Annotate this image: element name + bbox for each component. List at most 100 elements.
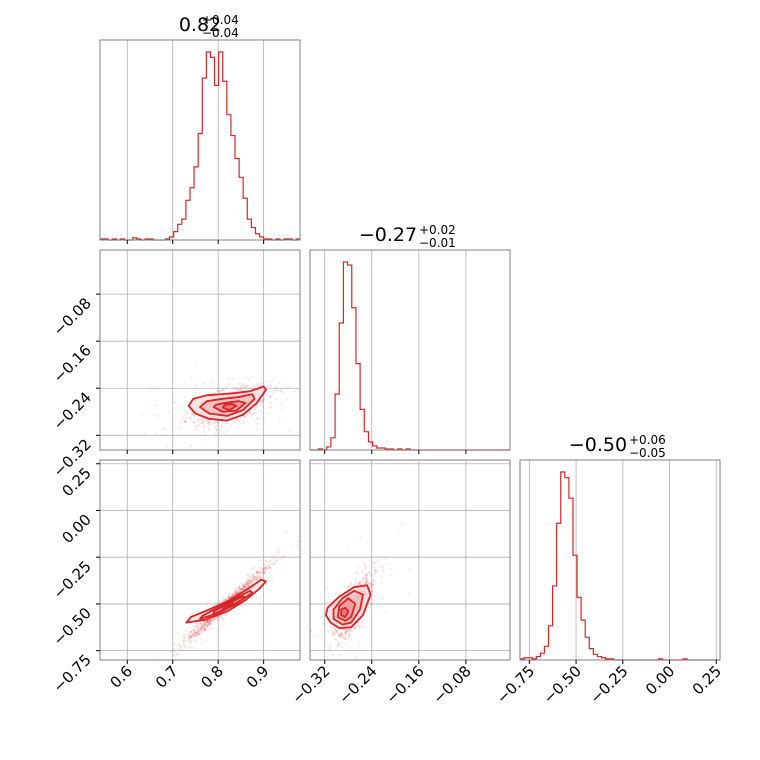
scatter-point bbox=[196, 622, 199, 625]
scatter-point bbox=[156, 657, 159, 660]
scatter-point bbox=[277, 548, 280, 552]
panel-frame bbox=[99, 249, 301, 451]
scatter-point bbox=[184, 636, 187, 639]
scatter-point bbox=[249, 411, 252, 414]
scatter-point bbox=[227, 595, 230, 598]
scatter-point bbox=[264, 566, 267, 570]
scatter-point bbox=[157, 666, 159, 668]
scatter-point bbox=[327, 598, 330, 601]
scatter-point bbox=[241, 584, 245, 588]
scatter-point bbox=[149, 676, 151, 678]
scatter-point bbox=[252, 574, 255, 577]
scatter-point bbox=[183, 420, 187, 423]
scatter-point bbox=[269, 406, 273, 409]
scatter-point bbox=[374, 572, 377, 575]
scatter-point bbox=[359, 580, 362, 584]
scatter-point bbox=[177, 631, 180, 635]
scatter-point bbox=[250, 575, 253, 578]
scatter-point bbox=[238, 381, 241, 385]
x-tick-label-0-0: 0.6 bbox=[107, 662, 137, 692]
scatter-point bbox=[186, 411, 189, 414]
scatter-point bbox=[235, 591, 238, 594]
scatter-point bbox=[219, 624, 222, 627]
scatter-point bbox=[183, 633, 186, 636]
scatter-point bbox=[339, 653, 342, 657]
scatter-point bbox=[258, 571, 261, 574]
scatter-point bbox=[200, 622, 203, 625]
scatter-point bbox=[350, 638, 353, 641]
scatter-point bbox=[205, 620, 208, 623]
scatter-point bbox=[374, 569, 378, 572]
scatter-point bbox=[373, 568, 377, 571]
scatter-point bbox=[205, 619, 209, 622]
scatter-point bbox=[365, 581, 368, 584]
scatter-point bbox=[237, 418, 240, 421]
scatter-point bbox=[256, 576, 259, 579]
scatter-point bbox=[347, 632, 350, 635]
scatter-point bbox=[234, 386, 237, 389]
scatter-point bbox=[241, 588, 244, 591]
scatter-point bbox=[235, 591, 238, 594]
scatter-point bbox=[345, 629, 348, 632]
scatter-point bbox=[369, 598, 373, 601]
scatter-point bbox=[194, 632, 198, 635]
scatter-point bbox=[251, 575, 255, 578]
scatter-point bbox=[356, 583, 359, 586]
scatter-point bbox=[347, 628, 350, 631]
scatter-point bbox=[233, 387, 236, 391]
scatter-point bbox=[188, 639, 191, 642]
scatter-point bbox=[209, 620, 212, 624]
scatter-point bbox=[304, 389, 306, 391]
scatter-point bbox=[273, 561, 276, 564]
scatter-point bbox=[214, 616, 217, 620]
scatter-point bbox=[195, 625, 198, 628]
scatter-point bbox=[256, 570, 259, 573]
scatter-point bbox=[249, 580, 252, 583]
scatter-point bbox=[205, 621, 208, 624]
scatter-point bbox=[218, 390, 221, 393]
scatter-point bbox=[178, 426, 181, 429]
scatter-point bbox=[210, 617, 213, 621]
scatter-point bbox=[330, 627, 333, 630]
scatter-point bbox=[242, 585, 245, 589]
scatter-point bbox=[200, 631, 204, 634]
scatter-point bbox=[182, 416, 185, 419]
scatter-point bbox=[241, 585, 244, 588]
scatter-point bbox=[269, 566, 272, 570]
scatter-point bbox=[335, 631, 338, 634]
scatter-point bbox=[354, 627, 357, 630]
scatter-point bbox=[200, 628, 204, 631]
x-tick-label-2-0: −0.75 bbox=[493, 662, 538, 707]
scatter-point bbox=[218, 391, 221, 394]
scatter-point bbox=[313, 634, 316, 637]
scatter-point bbox=[182, 645, 186, 648]
scatter-point bbox=[180, 406, 183, 409]
scatter-point bbox=[249, 580, 253, 583]
scatter-point bbox=[241, 583, 244, 586]
scatter-point bbox=[364, 574, 368, 577]
scatter-point bbox=[248, 578, 251, 582]
scatter-point bbox=[200, 641, 203, 644]
scatter-point bbox=[173, 401, 177, 404]
scatter-point bbox=[206, 624, 209, 627]
scatter-point bbox=[219, 429, 222, 432]
scatter-point bbox=[357, 623, 360, 626]
scatter-point bbox=[247, 584, 250, 588]
scatter-point bbox=[183, 634, 186, 638]
scatter-point bbox=[370, 565, 373, 568]
scatter-point bbox=[209, 618, 212, 621]
title-plus-2: +0.06 bbox=[629, 433, 666, 447]
scatter-point bbox=[241, 588, 244, 591]
scatter-point bbox=[357, 581, 360, 584]
scatter-point bbox=[197, 625, 200, 628]
scatter-point bbox=[260, 571, 263, 574]
scatter-point bbox=[250, 578, 253, 581]
scatter-point bbox=[203, 629, 206, 632]
scatter-point bbox=[209, 391, 213, 395]
scatter-point bbox=[192, 634, 195, 637]
scatter-point bbox=[390, 567, 394, 571]
scatter-point bbox=[158, 414, 161, 418]
scatter-point bbox=[228, 390, 231, 393]
scatter-point bbox=[224, 386, 228, 389]
scatter-point bbox=[193, 625, 196, 628]
